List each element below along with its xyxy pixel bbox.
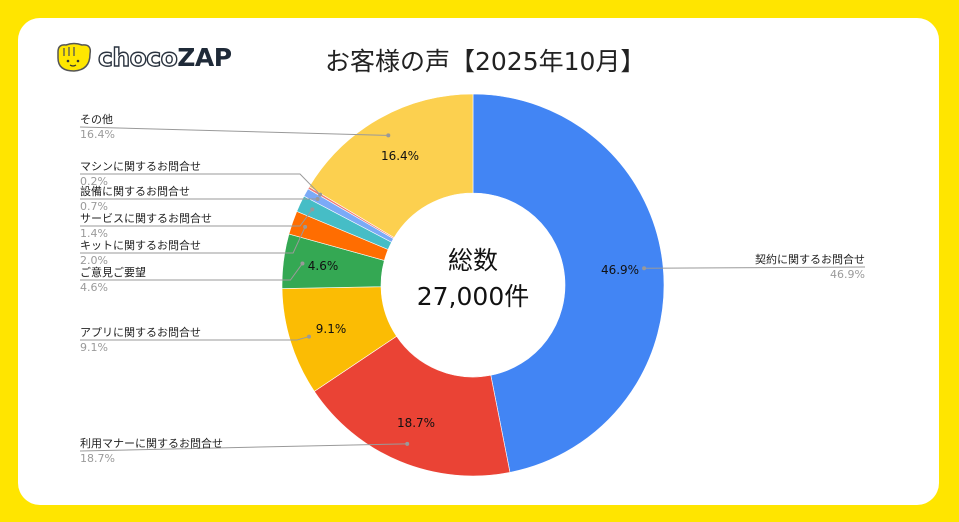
- center-total-value: 27,000件: [416, 282, 530, 311]
- leader-line: [80, 226, 306, 254]
- slice-value-label: 16.4%: [381, 149, 419, 163]
- logo-text: chocoZAP: [97, 42, 232, 72]
- legend-label: 設備に関するお問合せ: [80, 184, 190, 198]
- slice-value-label: 4.6%: [308, 259, 339, 273]
- legend-value: 9.1%: [80, 341, 108, 354]
- leader-line: [644, 266, 866, 269]
- chocozap-logo: chocoZAP: [54, 40, 232, 74]
- legend-value: 18.7%: [80, 452, 115, 465]
- center-total-label: 総数: [447, 246, 498, 275]
- legend-label: 利用マナーに関するお問合せ: [80, 436, 223, 450]
- legend-label: 契約に関するお問合せ: [755, 252, 865, 266]
- legend-label: アプリに関するお問合せ: [80, 325, 201, 339]
- leader-line: [79, 443, 408, 452]
- slice-value-label: 18.7%: [397, 416, 435, 430]
- leader-line: [79, 126, 389, 136]
- pie-slice: [308, 93, 474, 239]
- logo-hand-icon: [57, 42, 92, 72]
- legend-label: キットに関するお問合せ: [80, 238, 201, 252]
- slice-value-label: 9.1%: [316, 322, 347, 336]
- legend-value: 16.4%: [80, 128, 115, 141]
- pie-slice: [472, 93, 665, 473]
- pie-slice: [313, 335, 511, 477]
- legend-value: 46.9%: [830, 268, 865, 281]
- legend-label: その他: [80, 113, 113, 126]
- legend-label: マシンに関するお問合せ: [80, 159, 201, 173]
- legend-value: 2.0%: [80, 254, 108, 267]
- center-total: 総数 27,000件: [393, 243, 553, 315]
- leader-line: [80, 263, 303, 281]
- legend-value: 0.2%: [80, 175, 108, 188]
- chart-title: お客様の声【2025年10月】: [325, 47, 646, 76]
- leader-line: [80, 209, 313, 227]
- legend-value: 4.6%: [80, 281, 108, 294]
- legend-label: ご意見ご要望: [80, 265, 146, 279]
- legend-value: 0.7%: [80, 200, 108, 213]
- leader-line: [80, 336, 310, 341]
- legend-label: サービスに関するお問合せ: [80, 211, 212, 225]
- slice-value-label: 46.9%: [601, 263, 639, 277]
- legend-value: 1.4%: [80, 227, 108, 240]
- leader-line: [80, 173, 321, 195]
